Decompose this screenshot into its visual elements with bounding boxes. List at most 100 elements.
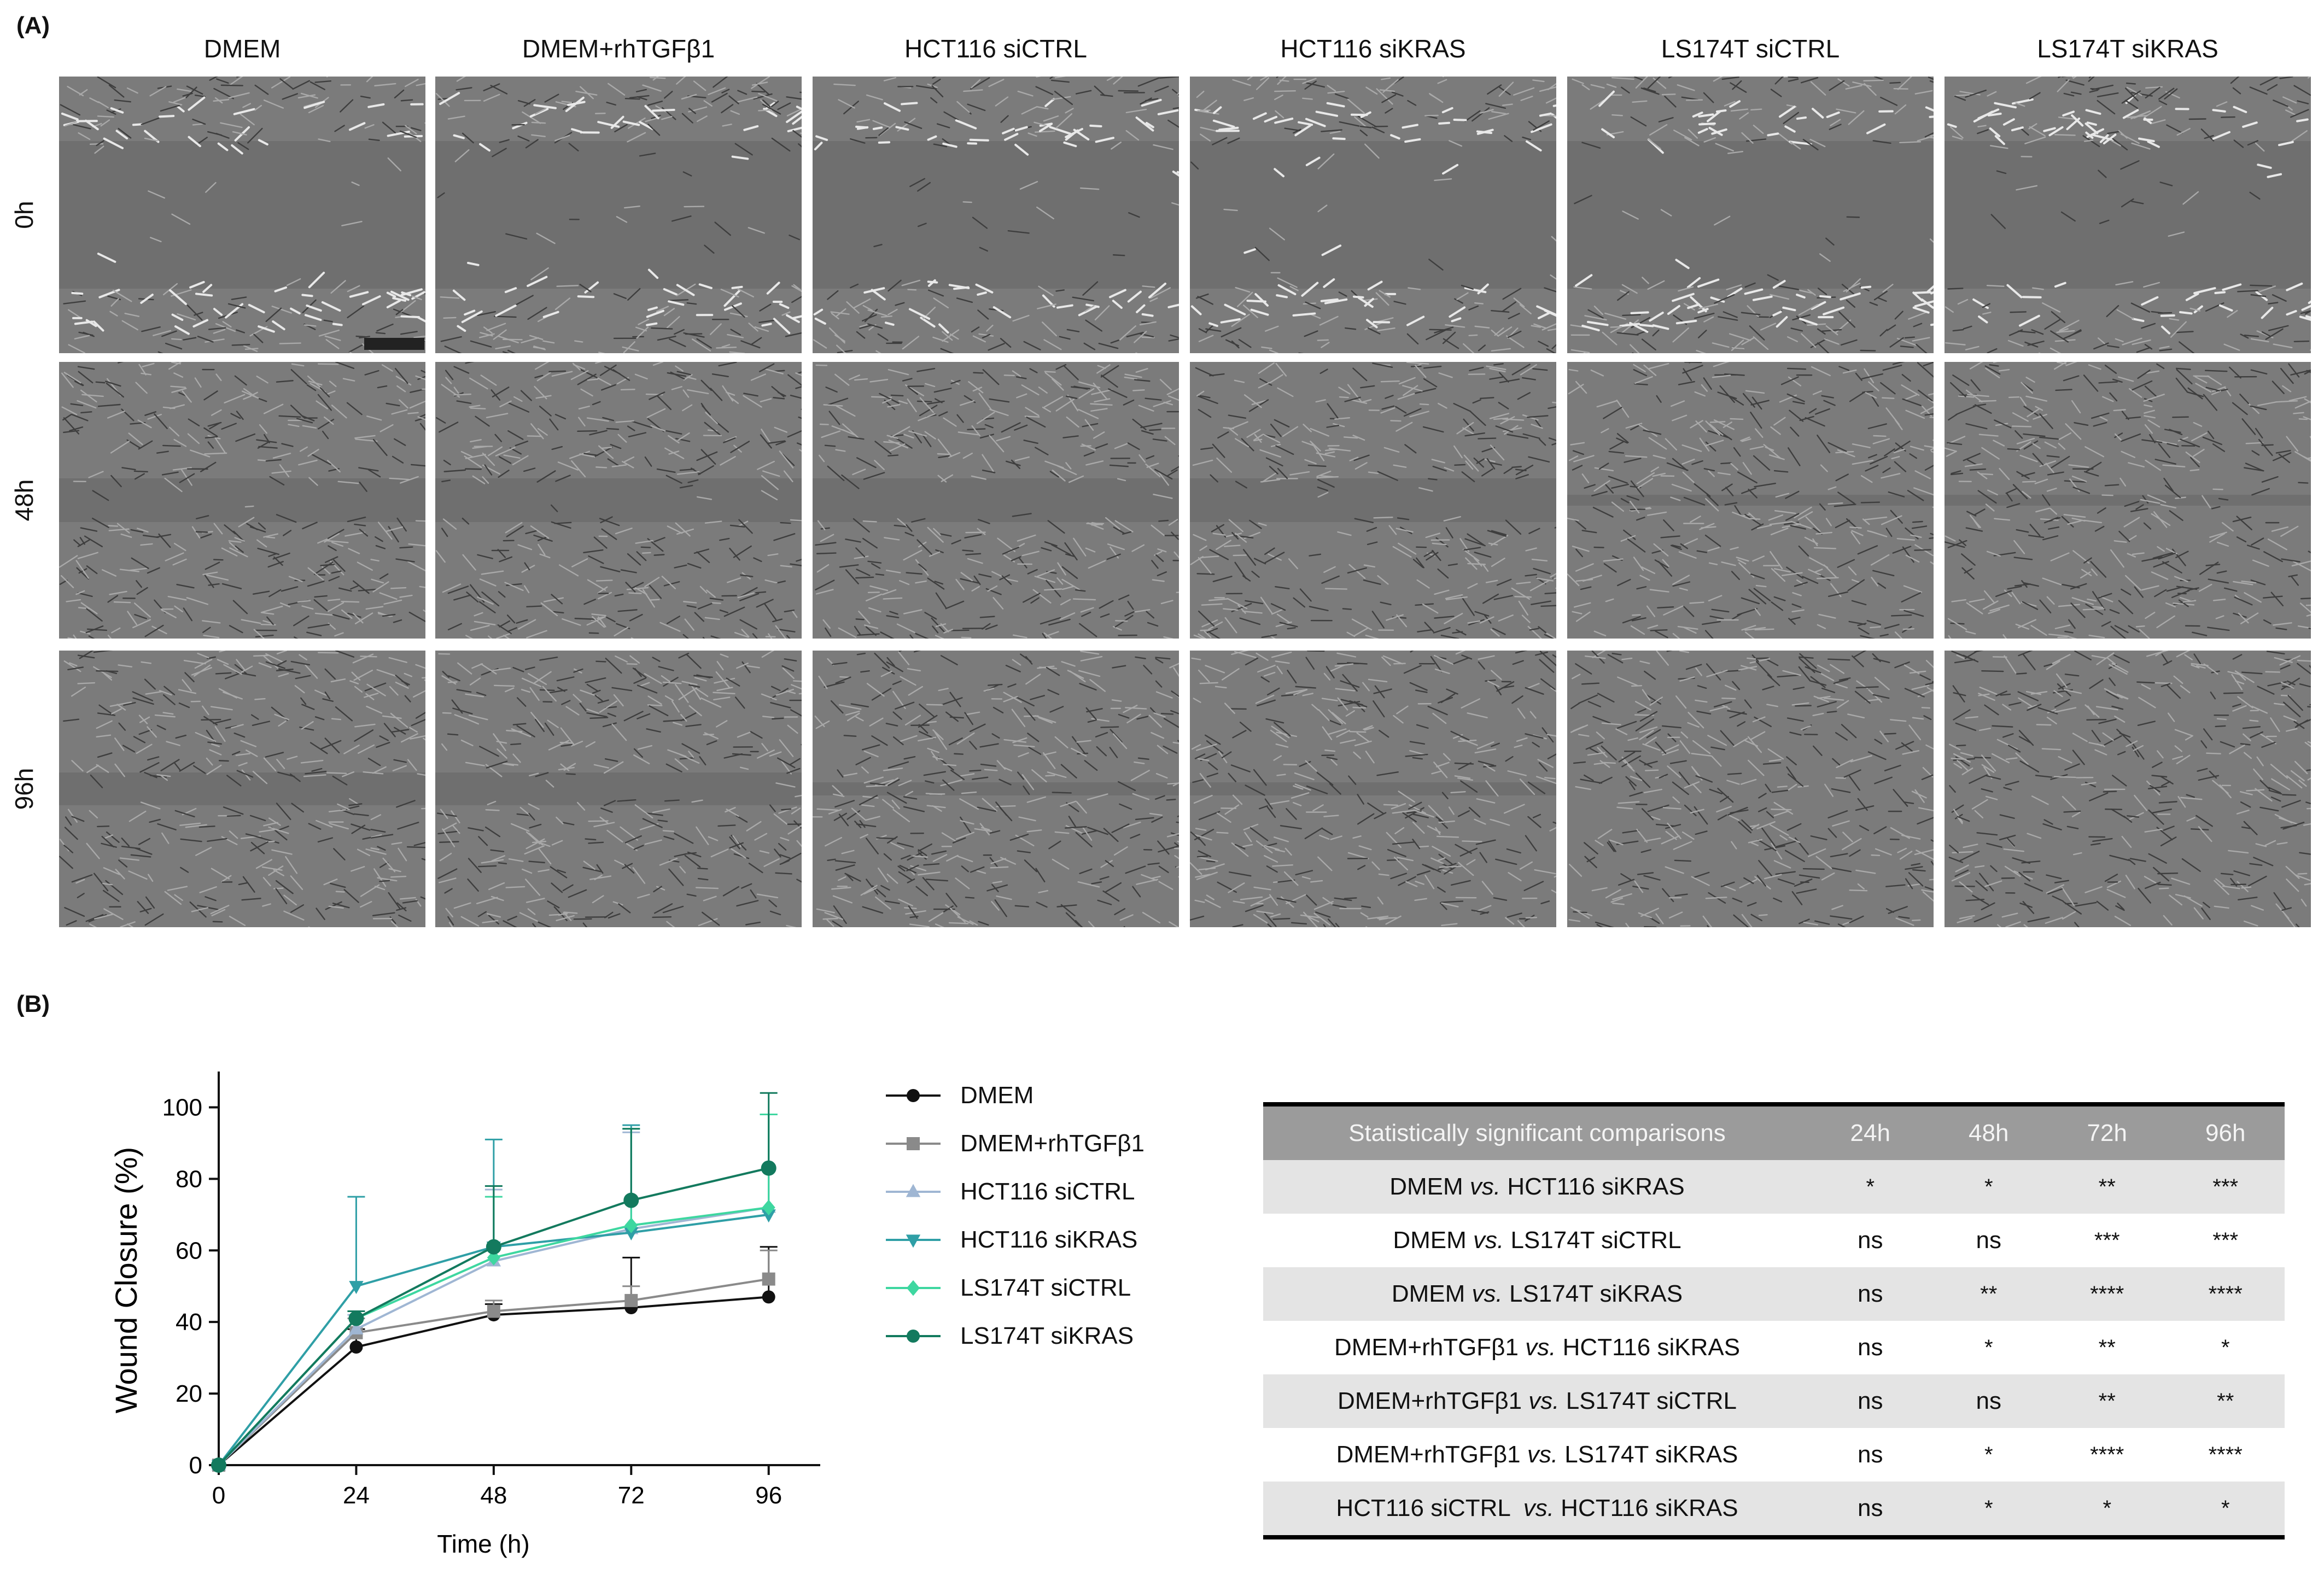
y-tick-label: 20 [176, 1380, 202, 1407]
vs-label: vs. [1469, 1173, 1501, 1200]
significance-cell: * [1984, 1335, 1993, 1360]
comparison-cell: DMEM vs. HCT116 siKRAS [1263, 1160, 1811, 1214]
table-row: HCT116 siCTRL vs. HCT116 siKRAS ns * * * [1263, 1482, 2285, 1539]
significance-cell: ns [1811, 1267, 1930, 1321]
column-header-0: DMEM [203, 34, 281, 63]
column-header-5: LS174T siKRAS [2037, 34, 2218, 63]
wound-closure-chart: 0 20 40 60 80 100 0 24 48 72 96 Time (h) Wound Closu… [109, 1072, 820, 1558]
comparison-cell: DMEM+rhTGFβ1 vs. LS174T siCTRL [1263, 1374, 1811, 1428]
table-header-2: 48h [1929, 1102, 2048, 1160]
x-tick-label: 48 [480, 1482, 507, 1509]
legend-item-1: DMEM+rhTGFβ1 [886, 1120, 1145, 1168]
significance-cell: ns [1858, 1227, 1883, 1254]
data-point [762, 1272, 775, 1286]
micrograph-48h-1 [435, 362, 802, 639]
legend-item-0: DMEM [886, 1072, 1145, 1120]
micrograph-96h-2 [813, 651, 1179, 927]
significance-cell: ns [1858, 1441, 1883, 1468]
table-row: DMEM vs. LS174T siCTRL ns ns *** *** [1263, 1214, 2285, 1267]
legend-label: DMEM [960, 1082, 1034, 1109]
legend-swatch [886, 1137, 941, 1150]
table-row: DMEM+rhTGFβ1 vs. LS174T siCTRL ns ns ** ** [1263, 1374, 2285, 1428]
data-point [761, 1160, 776, 1176]
group-b: LS174T siKRAS [1502, 1280, 1683, 1307]
series-1 [212, 1249, 778, 1472]
group-a: DMEM+rhTGFβ1 [1338, 1387, 1529, 1414]
group-a: DMEM+rhTGFβ1 [1334, 1334, 1526, 1361]
statistics-table: Statistically significant comparisons 24h… [1263, 1102, 2285, 1539]
comparison-cell: DMEM vs. LS174T siCTRL [1263, 1214, 1811, 1267]
micrograph-96h-5 [1945, 651, 2311, 927]
significance-cell: *** [2166, 1160, 2285, 1214]
column-header-4: LS174T siCTRL [1661, 34, 1840, 63]
table-row: DMEM vs. LS174T siKRAS ns ** **** **** [1263, 1267, 2285, 1321]
series-line [218, 1296, 769, 1466]
legend-item-2: HCT116 siCTRL [886, 1168, 1145, 1216]
data-point [349, 1281, 364, 1295]
data-point [624, 1227, 639, 1240]
significance-cell: ** [2048, 1160, 2167, 1214]
series-0 [212, 1246, 778, 1472]
micrograph-48h-4 [1567, 362, 1934, 639]
group-b: HCT116 siKRAS [1554, 1495, 1738, 1521]
micrograph-96h-4 [1567, 651, 1934, 927]
vs-label: vs. [1523, 1495, 1554, 1521]
micrograph-0h-4 [1567, 77, 1934, 353]
micrograph-48h-3 [1190, 362, 1556, 639]
micrograph-0h-1 [435, 77, 802, 353]
column-header-3: HCT116 siKRAS [1280, 34, 1466, 63]
comparison-cell: HCT116 siCTRL vs. HCT116 siKRAS [1263, 1482, 1811, 1539]
y-tick-label: 100 [162, 1094, 202, 1121]
table-row: DMEM+rhTGFβ1 vs. LS174T siKRAS ns * **** ***… [1263, 1428, 2285, 1482]
data-point [211, 1457, 226, 1473]
series-3 [211, 1114, 778, 1473]
vs-label: vs. [1472, 1280, 1503, 1307]
significance-cell: ** [2166, 1374, 2285, 1428]
legend-label: DMEM+rhTGFβ1 [960, 1130, 1145, 1157]
y-tick-label: 0 [189, 1452, 202, 1479]
table-header-1: 24h [1811, 1102, 1930, 1160]
legend-marker [906, 1234, 921, 1248]
micrograph-96h-1 [435, 651, 802, 927]
significance-cell: ns [1811, 1482, 1930, 1539]
series-5 [211, 1092, 778, 1473]
vs-label: vs. [1473, 1227, 1504, 1254]
legend-marker [907, 1137, 920, 1150]
significance-cell: * [2048, 1482, 2167, 1539]
legend-swatch [886, 1089, 941, 1102]
row-label-96h: 96h [10, 768, 38, 810]
data-point [624, 1293, 638, 1307]
data-point [761, 1209, 776, 1223]
legend-swatch [886, 1330, 941, 1343]
y-tick-label: 60 [176, 1237, 202, 1264]
vs-label: vs. [1525, 1334, 1556, 1361]
data-point [349, 1321, 364, 1334]
table-header-4: 96h [2166, 1102, 2285, 1160]
table-row: DMEM vs. HCT116 siKRAS * * ** *** [1263, 1160, 2285, 1214]
group-b: HCT116 siKRAS [1500, 1173, 1685, 1200]
comparison-cell: DMEM+rhTGFβ1 vs. LS174T siKRAS [1263, 1428, 1811, 1482]
comparison-cell: DMEM vs. LS174T siKRAS [1263, 1267, 1811, 1321]
micrograph-48h-5 [1945, 362, 2311, 639]
x-tick-label: 96 [755, 1482, 782, 1509]
micrograph-0h-3 [1190, 77, 1556, 353]
significance-cell: **** [2090, 1442, 2124, 1467]
vs-label: vs. [1527, 1441, 1558, 1468]
y-tick-label: 40 [176, 1309, 202, 1336]
data-point [762, 1199, 775, 1216]
data-point [486, 1239, 501, 1255]
micrograph-0h-0 [59, 77, 425, 353]
significance-cell: **** [2166, 1267, 2285, 1321]
significance-cell: ns [1976, 1227, 2001, 1254]
row-label-0h: 0h [10, 201, 38, 229]
group-b: LS174T siCTRL [1504, 1227, 1681, 1254]
legend-swatch [886, 1234, 941, 1248]
legend-marker [906, 1184, 921, 1197]
significance-cell: ns [1858, 1334, 1883, 1361]
legend-swatch [886, 1184, 941, 1197]
table-row: DMEM+rhTGFβ1 vs. HCT116 siKRAS ns * ** * [1263, 1321, 2285, 1374]
y-axis-label: Wound Closure (%) [109, 1147, 143, 1414]
comparison-cell: DMEM+rhTGFβ1 vs. HCT116 siKRAS [1263, 1321, 1811, 1374]
significance-cell: * [1984, 1442, 1993, 1467]
legend-marker [907, 1330, 920, 1343]
